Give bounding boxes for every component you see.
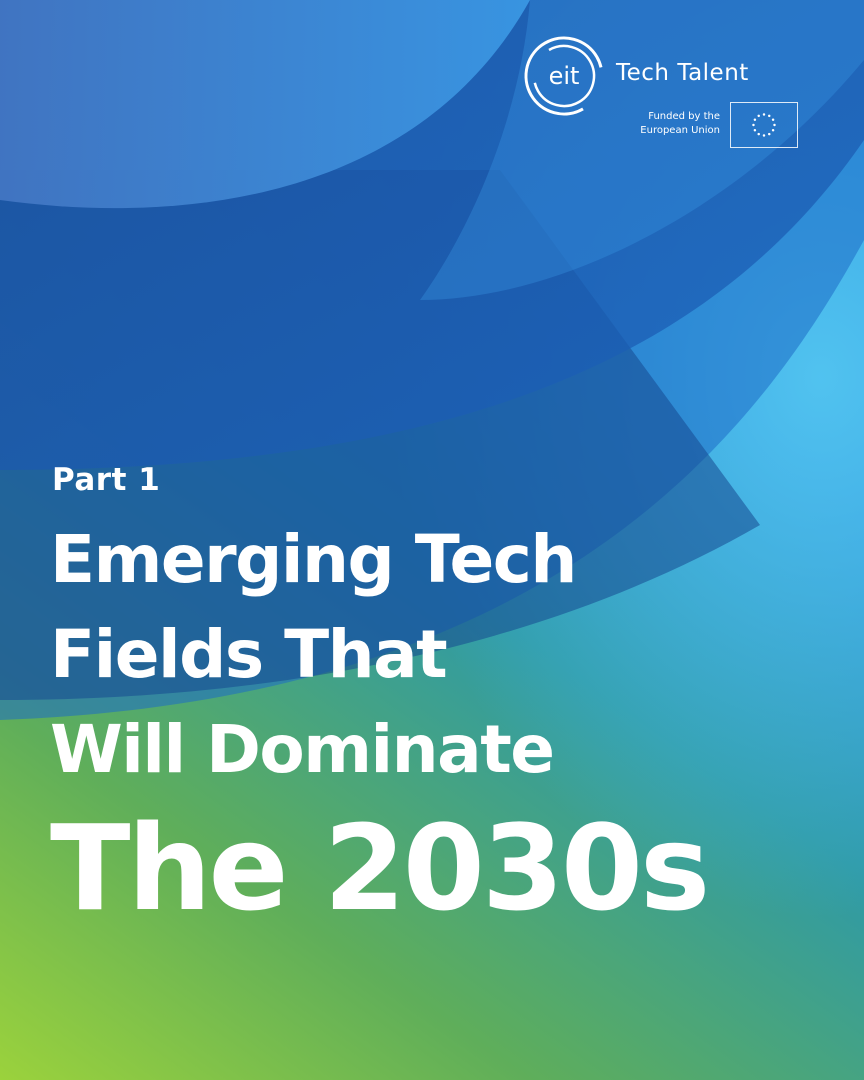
eit-logo-icon: eit [524, 36, 604, 116]
funded-by-line1: Funded by the [648, 111, 720, 122]
funded-by-line2: European Union [640, 125, 720, 136]
eu-flag-icon [730, 102, 798, 148]
arc-band-top [0, 0, 530, 209]
brand-name: Tech Talent [616, 60, 749, 86]
title-line-3: Will Dominate [50, 711, 555, 788]
brand-logo-block: eit Tech Talent Funded by the European U… [522, 34, 812, 154]
part-label: Part 1 [52, 462, 161, 498]
funded-by-text: Funded by the European Union [620, 110, 720, 138]
title-line-1: Emerging Tech [50, 521, 577, 598]
arc-band-top-right [420, 0, 864, 300]
cover-title-block: Part 1 Emerging Tech Fields That Will Do… [50, 462, 710, 937]
eit-mark-text: eit [549, 62, 580, 90]
title-highlight: The 2030s [50, 799, 710, 937]
title-line-2: Fields That [50, 616, 448, 693]
